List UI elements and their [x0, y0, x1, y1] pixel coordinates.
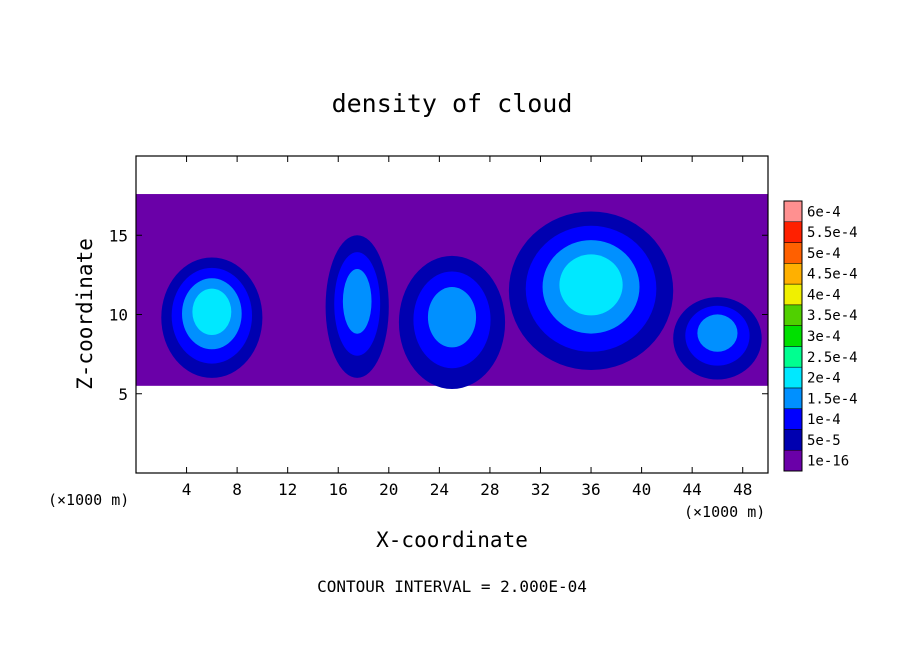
colorbar-label: 3e-4	[807, 329, 841, 345]
y-tick-label: 5	[118, 385, 128, 404]
colorbar-swatch	[783, 366, 803, 389]
cloud-cell	[673, 297, 762, 380]
colorbar-swatch	[783, 408, 803, 430]
x-tick-label: 8	[232, 480, 242, 499]
colorbar-swatch	[783, 429, 803, 451]
density-contour-band	[697, 314, 738, 352]
colorbar-swatch	[783, 263, 803, 285]
x-tick-label: 28	[480, 480, 499, 499]
cloud-cell	[398, 255, 506, 389]
x-tick-label: 12	[278, 480, 297, 499]
x-tick-label: 20	[379, 480, 398, 499]
axis-ticks	[136, 156, 768, 473]
colorbar-swatch	[783, 242, 803, 264]
x-tick-label: 4	[182, 480, 192, 499]
y-tick-labels: 5 10 15	[109, 226, 128, 404]
density-contour-band	[192, 288, 232, 336]
colorbar-label: 3.5e-4	[807, 308, 858, 324]
colorbar-swatch	[783, 200, 803, 223]
colorbar-label: 4e-4	[807, 287, 841, 303]
x-tick-label: 32	[531, 480, 550, 499]
y-tick-label: 15	[109, 226, 128, 245]
y-tick-label: 10	[109, 306, 128, 325]
x-tick-label: 48	[733, 480, 752, 499]
contour-interval-note: CONTOUR INTERVAL = 2.000E-04	[317, 577, 587, 596]
x-tick-label: 16	[329, 480, 348, 499]
density-contour-band	[427, 287, 477, 348]
colorbar-legend: 1e-16 5e-5 1e-4 1.5e-4 2e-4 2.5e-4 3e-4 3.5e-4 4…	[783, 200, 858, 472]
colorbar-swatch	[783, 325, 803, 347]
x-unit-right: (×1000 m)	[684, 503, 765, 521]
x-tick-labels: 4 8 12 16 20 24 28 32 36 40 44 48	[182, 480, 753, 499]
density-field	[136, 194, 768, 389]
colorbar-label: 4.5e-4	[807, 267, 858, 283]
x-axis-label: X-coordinate	[376, 528, 528, 552]
x-tick-label: 36	[581, 480, 600, 499]
colorbar-label: 5e-4	[807, 246, 841, 262]
plot-area	[135, 155, 769, 474]
density-contour-band	[559, 254, 623, 316]
colorbar-label: 1e-4	[807, 412, 841, 428]
colorbar-label: 2.5e-4	[807, 350, 858, 366]
colorbar-label: 6e-4	[807, 204, 841, 220]
cloud-cell	[508, 211, 674, 370]
x-tick-label: 40	[632, 480, 651, 499]
x-unit-left: (×1000 m)	[48, 491, 129, 509]
colorbar-label: 1.5e-4	[807, 391, 858, 407]
x-tick-label: 44	[683, 480, 702, 499]
colorbar-swatch	[783, 221, 803, 243]
colorbar-label: 1e-16	[807, 454, 849, 470]
y-axis-label: Z-coordinate	[73, 238, 97, 390]
colorbar-swatch	[783, 283, 803, 306]
colorbar-swatch	[783, 346, 803, 368]
colorbar-label: 2e-4	[807, 371, 841, 387]
colorbar-swatch	[783, 304, 803, 326]
colorbar-label: 5e-5	[807, 433, 841, 449]
cloud-cell	[325, 235, 389, 378]
density-contour-band	[342, 269, 372, 334]
colorbar-label: 5.5e-4	[807, 225, 858, 241]
colorbar-frame	[783, 200, 803, 472]
x-tick-label: 24	[430, 480, 449, 499]
chart-title: density of cloud	[332, 89, 573, 118]
cloud-cell	[161, 257, 263, 378]
colorbar-swatch	[783, 387, 803, 409]
colorbar-swatch	[783, 449, 803, 472]
